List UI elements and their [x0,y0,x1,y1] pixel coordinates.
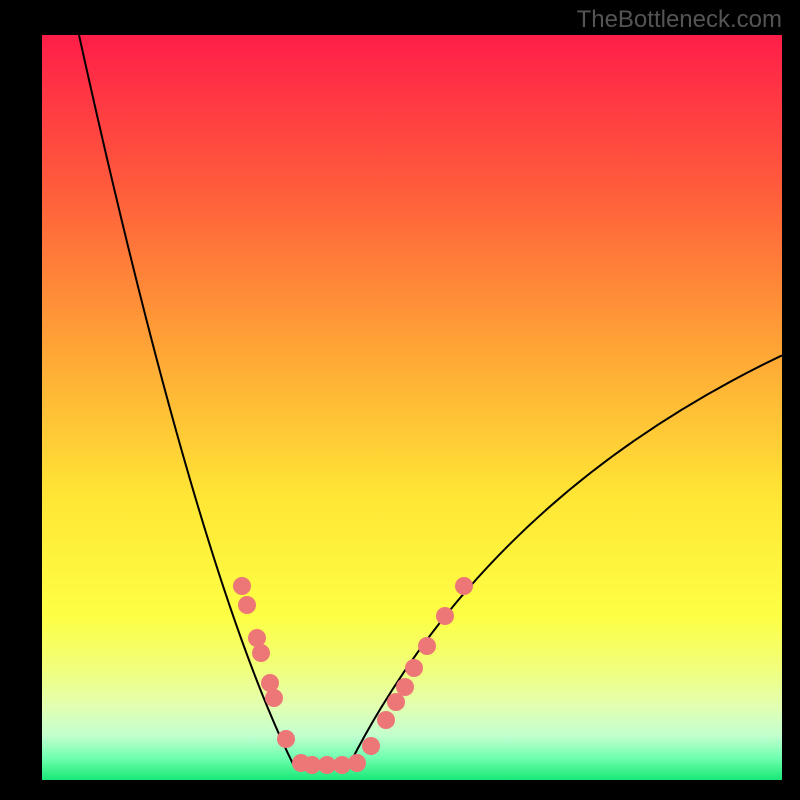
watermark-text: TheBottleneck.com [577,6,782,34]
data-marker [233,577,251,595]
data-marker [277,730,295,748]
data-marker [396,678,414,696]
data-marker [252,644,270,662]
data-marker [238,596,256,614]
curve-path [79,35,782,765]
data-marker [418,637,436,655]
data-marker [362,737,380,755]
data-marker [265,689,283,707]
data-marker [436,607,454,625]
data-marker [377,711,395,729]
data-marker [405,659,423,677]
data-marker [348,754,366,772]
plot-area [42,35,782,780]
data-marker [455,577,473,595]
chart-frame [0,0,800,800]
